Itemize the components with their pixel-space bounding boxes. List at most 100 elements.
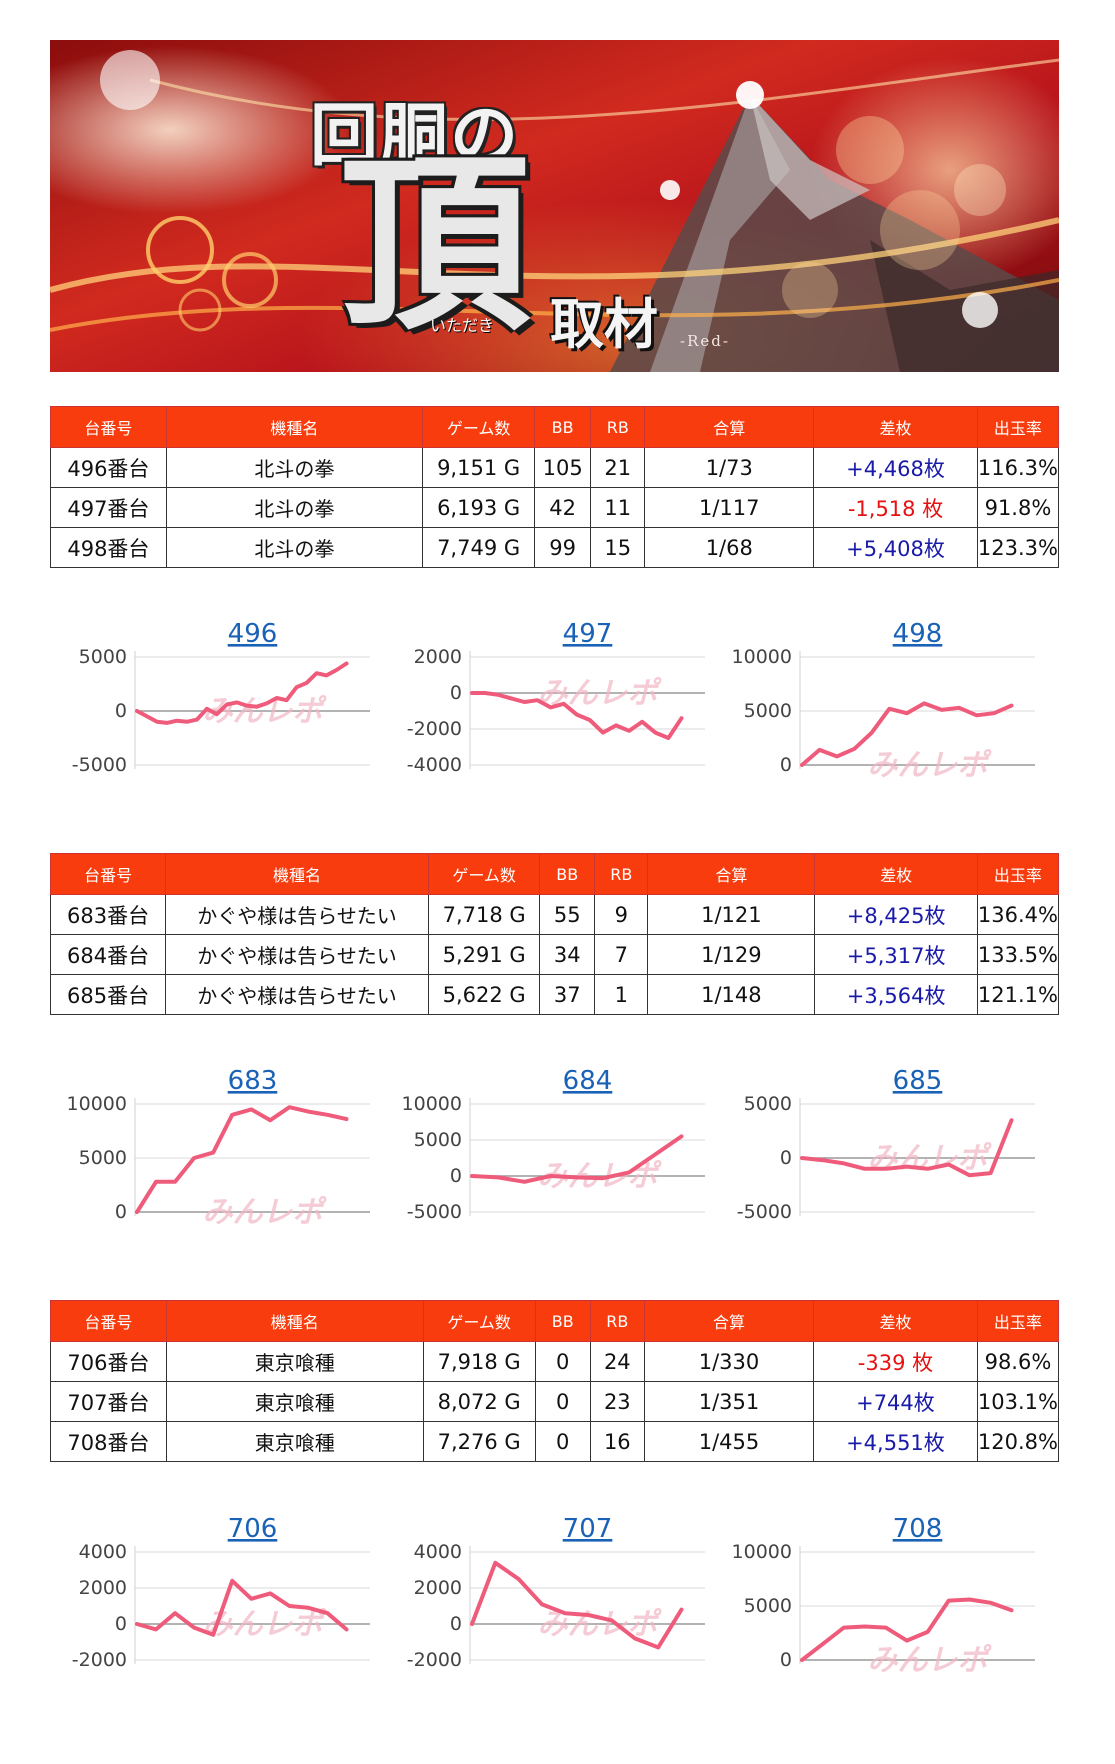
table-row: 708番台 東京喰種 7,276 G 0 16 1/455 +4,551枚 120.8% [50, 1421, 1060, 1462]
chart-title-link[interactable]: 708 [893, 1514, 943, 1544]
chart-title-link[interactable]: 685 [893, 1066, 943, 1096]
y-tick-label: -5000 [407, 1201, 462, 1223]
chart-title-link[interactable]: 706 [228, 1514, 278, 1544]
table-row: 706番台 東京喰種 7,918 G 0 24 1/330 -339 枚 98.6% [50, 1341, 1060, 1382]
data-table-1: 台番号 機種名 ゲーム数 BB RB 合算 差枚 出玉率 496番台 北斗の拳 9,151 G 10… [50, 406, 1060, 568]
chart-title-link[interactable]: 497 [563, 619, 613, 649]
chart-title-link[interactable]: 683 [228, 1066, 278, 1096]
chart-683: 683 10000 5000 0 みんレポ [55, 1062, 385, 1242]
y-tick-label: 0 [780, 754, 792, 776]
table-row: 707番台 東京喰種 8,072 G 0 23 1/351 +744枚 103.1% [50, 1381, 1060, 1422]
watermark-logo: みんレポ [538, 1607, 663, 1642]
table-header-row: 台番号 機種名 ゲーム数 BB RB 合算 差枚 出玉率 [50, 406, 1060, 448]
cell-name: 北斗の拳 [165, 527, 424, 568]
header-name: 機種名 [165, 853, 429, 895]
header-rb: RB [590, 406, 646, 448]
y-tick-label: -4000 [407, 754, 462, 776]
y-tick-label: 5000 [79, 646, 127, 668]
y-tick-label: 5000 [744, 1595, 792, 1617]
cell-gassan: 1/455 [643, 1421, 815, 1462]
y-tick-label: 5000 [744, 1093, 792, 1115]
cell-name: 東京喰種 [165, 1381, 424, 1422]
y-tick-label: 4000 [414, 1541, 462, 1563]
watermark-logo: みんレポ [868, 748, 993, 783]
cell-name: かぐや様は告らせたい [165, 894, 429, 935]
cell-samai: +5,317枚 [814, 934, 978, 975]
chart-706: 706 4000 2000 0 -2000 みんレポ [55, 1510, 385, 1690]
cell-rb: 24 [589, 1341, 645, 1382]
cell-samai: +4,551枚 [813, 1421, 978, 1462]
y-tick-label: 10000 [67, 1093, 127, 1115]
cell-dai: 683番台 [49, 894, 167, 935]
chart-685: 685 5000 0 -5000 みんレポ [720, 1062, 1050, 1242]
y-tick-label: -2000 [407, 1649, 462, 1671]
chart-title-link[interactable]: 498 [893, 619, 943, 649]
cell-name: 東京喰種 [165, 1421, 424, 1462]
line-chart: 706 4000 2000 0 -2000 みんレポ [72, 1514, 370, 1671]
series-line [135, 661, 349, 725]
chart-title-link[interactable]: 684 [563, 1066, 613, 1096]
y-tick-label: 0 [450, 682, 462, 704]
y-tick-label: 0 [115, 700, 127, 722]
header-gassan: 合算 [647, 853, 816, 895]
chart-684: 684 10000 5000 0 -5000 みんレポ [390, 1062, 720, 1242]
cell-rate: 133.5% [976, 934, 1060, 975]
banner: 回胴の 頂 いただき 取材 -Red- [50, 40, 1059, 372]
y-tick-label: 5000 [744, 700, 792, 722]
table-row: 683番台 かぐや様は告らせたい 7,718 G 55 9 1/121 +8,425枚 136… [49, 894, 1060, 935]
chart-707: 707 4000 2000 0 -2000 みんレポ [390, 1510, 720, 1690]
chart-title-link[interactable]: 496 [228, 619, 278, 649]
cell-dai: 684番台 [49, 934, 167, 975]
header-samai: 差枚 [813, 1300, 978, 1342]
y-tick-label: -2000 [407, 718, 462, 740]
watermark-logo: みんレポ [868, 1643, 993, 1678]
banner-art [50, 50, 1059, 372]
cell-samai: +8,425枚 [814, 894, 978, 935]
chart-title-link[interactable]: 707 [563, 1514, 613, 1544]
y-tick-label: 2000 [79, 1577, 127, 1599]
header-rate: 出玉率 [976, 853, 1060, 895]
cell-games: 5,622 G [427, 974, 541, 1015]
watermark-logo: みんレポ [203, 1195, 328, 1230]
cell-dai: 708番台 [50, 1421, 167, 1462]
cell-dai: 496番台 [50, 447, 167, 488]
cell-rb: 9 [594, 894, 649, 935]
cell-games: 5,291 G [427, 934, 541, 975]
chart-498: 498 10000 5000 0 みんレポ [720, 615, 1050, 795]
header-samai: 差枚 [814, 853, 978, 895]
series-line [800, 701, 1014, 767]
cell-rb: 7 [594, 934, 649, 975]
data-table-2: 台番号 機種名 ゲーム数 BB RB 合算 差枚 出玉率 683番台 かぐや様は告らせたい 7,7… [49, 853, 1060, 1015]
cell-bb: 42 [534, 487, 592, 528]
line-chart: 707 4000 2000 0 -2000 みんレポ [407, 1514, 705, 1671]
cell-games: 8,072 G [422, 1381, 536, 1422]
header-games: ゲーム数 [422, 1300, 536, 1342]
watermark-logo: みんレポ [203, 1607, 328, 1642]
cell-bb: 0 [534, 1421, 591, 1462]
cell-games: 6,193 G [422, 487, 536, 528]
table-row: 685番台 かぐや様は告らせたい 5,622 G 37 1 1/148 +3,564枚 121… [49, 974, 1060, 1015]
header-games: ゲーム数 [427, 853, 541, 895]
y-tick-label: 0 [450, 1165, 462, 1187]
cell-rate: 120.8% [976, 1421, 1060, 1462]
cell-samai: +744枚 [813, 1381, 978, 1422]
cell-name: かぐや様は告らせたい [165, 934, 429, 975]
y-tick-label: -2000 [72, 1649, 127, 1671]
cell-rb: 11 [590, 487, 646, 528]
cell-rb: 21 [590, 447, 646, 488]
cell-rate: 121.1% [976, 974, 1060, 1015]
series-line [800, 1597, 1014, 1662]
cell-name: 北斗の拳 [165, 447, 424, 488]
header-dai: 台番号 [50, 406, 167, 448]
series-line [470, 1134, 684, 1184]
cell-rb: 15 [590, 527, 646, 568]
y-tick-label: 0 [780, 1649, 792, 1671]
y-tick-label: 0 [450, 1613, 462, 1635]
line-chart: 708 10000 5000 0 みんレポ [732, 1514, 1035, 1678]
cell-dai: 707番台 [50, 1381, 167, 1422]
y-tick-label: -5000 [72, 754, 127, 776]
table-header-row: 台番号 機種名 ゲーム数 BB RB 合算 差枚 出玉率 [49, 853, 1060, 895]
watermark-logo: みんレポ [203, 694, 328, 729]
y-tick-label: 10000 [402, 1093, 462, 1115]
